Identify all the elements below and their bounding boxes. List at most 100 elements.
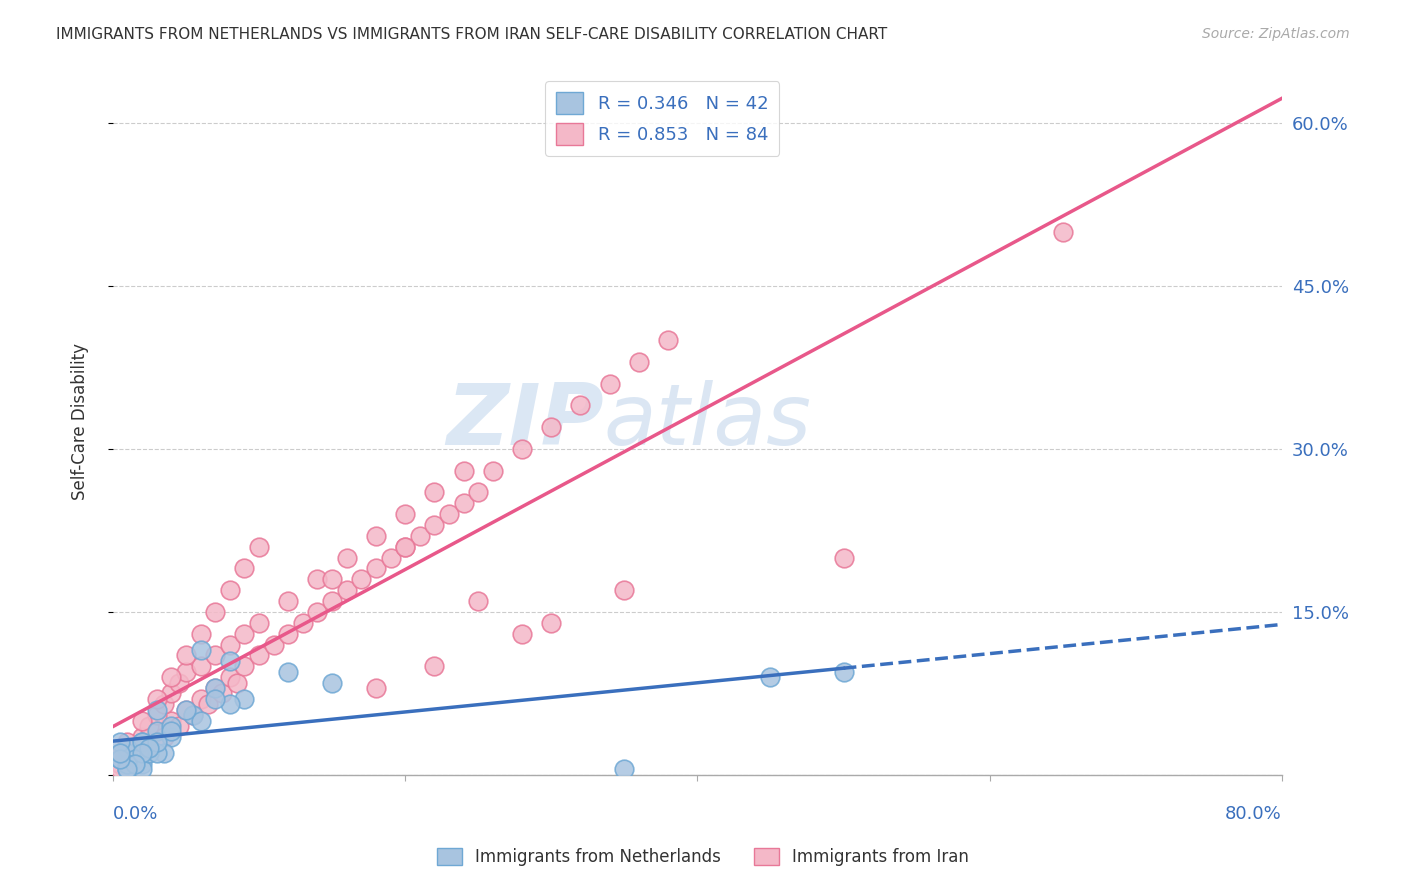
Point bbox=[190, 659, 212, 673]
Point bbox=[174, 665, 197, 679]
Point bbox=[832, 665, 855, 679]
Point bbox=[453, 496, 475, 510]
Point bbox=[131, 757, 153, 772]
Point bbox=[174, 703, 197, 717]
Point bbox=[364, 529, 387, 543]
Text: 0.0%: 0.0% bbox=[112, 805, 159, 823]
Point bbox=[832, 550, 855, 565]
Point bbox=[124, 740, 146, 755]
Point bbox=[482, 464, 505, 478]
Point bbox=[124, 757, 146, 772]
Point bbox=[108, 746, 131, 760]
Point bbox=[160, 724, 183, 739]
Point bbox=[131, 746, 153, 760]
Point bbox=[138, 740, 160, 755]
Point bbox=[124, 757, 146, 772]
Legend: Immigrants from Netherlands, Immigrants from Iran: Immigrants from Netherlands, Immigrants … bbox=[429, 840, 977, 875]
Point bbox=[233, 561, 256, 575]
Point bbox=[204, 605, 226, 619]
Point bbox=[336, 583, 359, 598]
Text: 80.0%: 80.0% bbox=[1225, 805, 1282, 823]
Point bbox=[204, 691, 226, 706]
Point bbox=[627, 355, 650, 369]
Point bbox=[160, 714, 183, 728]
Point bbox=[190, 714, 212, 728]
Point bbox=[307, 572, 329, 586]
Point bbox=[467, 485, 489, 500]
Point bbox=[153, 698, 176, 712]
Point bbox=[153, 746, 176, 760]
Point bbox=[277, 594, 299, 608]
Point bbox=[108, 751, 131, 765]
Point bbox=[131, 735, 153, 749]
Point bbox=[204, 681, 226, 695]
Point bbox=[145, 724, 167, 739]
Point bbox=[247, 540, 270, 554]
Point bbox=[124, 751, 146, 765]
Point bbox=[350, 572, 373, 586]
Point bbox=[211, 686, 233, 700]
Point bbox=[160, 719, 183, 733]
Point bbox=[321, 675, 343, 690]
Point bbox=[218, 638, 240, 652]
Point bbox=[108, 763, 131, 777]
Point bbox=[218, 583, 240, 598]
Point bbox=[167, 675, 190, 690]
Point bbox=[145, 746, 167, 760]
Point bbox=[190, 643, 212, 657]
Point bbox=[1052, 225, 1074, 239]
Point bbox=[291, 615, 314, 630]
Point bbox=[124, 751, 146, 765]
Point bbox=[277, 626, 299, 640]
Point bbox=[160, 730, 183, 744]
Point bbox=[131, 735, 153, 749]
Point bbox=[277, 665, 299, 679]
Point bbox=[613, 583, 636, 598]
Point bbox=[657, 333, 679, 347]
Point bbox=[233, 659, 256, 673]
Point bbox=[117, 746, 139, 760]
Point bbox=[599, 376, 621, 391]
Point bbox=[613, 763, 636, 777]
Point bbox=[423, 485, 446, 500]
Point bbox=[364, 561, 387, 575]
Point bbox=[117, 735, 139, 749]
Point bbox=[145, 724, 167, 739]
Point bbox=[233, 691, 256, 706]
Point bbox=[321, 594, 343, 608]
Text: Source: ZipAtlas.com: Source: ZipAtlas.com bbox=[1202, 27, 1350, 41]
Point bbox=[145, 708, 167, 723]
Point bbox=[181, 708, 204, 723]
Point bbox=[423, 659, 446, 673]
Point bbox=[394, 507, 416, 521]
Point bbox=[160, 686, 183, 700]
Point bbox=[247, 615, 270, 630]
Y-axis label: Self-Care Disability: Self-Care Disability bbox=[72, 343, 89, 500]
Point bbox=[117, 746, 139, 760]
Legend: R = 0.346   N = 42, R = 0.853   N = 84: R = 0.346 N = 42, R = 0.853 N = 84 bbox=[546, 81, 779, 156]
Point bbox=[540, 420, 562, 434]
Point bbox=[321, 572, 343, 586]
Point bbox=[453, 464, 475, 478]
Point bbox=[204, 648, 226, 663]
Point bbox=[204, 681, 226, 695]
Point bbox=[108, 757, 131, 772]
Point bbox=[233, 626, 256, 640]
Point bbox=[336, 550, 359, 565]
Point bbox=[138, 719, 160, 733]
Point bbox=[540, 615, 562, 630]
Point bbox=[218, 670, 240, 684]
Point bbox=[138, 740, 160, 755]
Point bbox=[197, 698, 219, 712]
Point bbox=[174, 648, 197, 663]
Point bbox=[437, 507, 460, 521]
Point bbox=[364, 681, 387, 695]
Point bbox=[263, 638, 285, 652]
Point bbox=[167, 719, 190, 733]
Point bbox=[108, 735, 131, 749]
Point bbox=[174, 703, 197, 717]
Point bbox=[247, 648, 270, 663]
Point bbox=[218, 654, 240, 668]
Point bbox=[423, 518, 446, 533]
Point bbox=[510, 626, 533, 640]
